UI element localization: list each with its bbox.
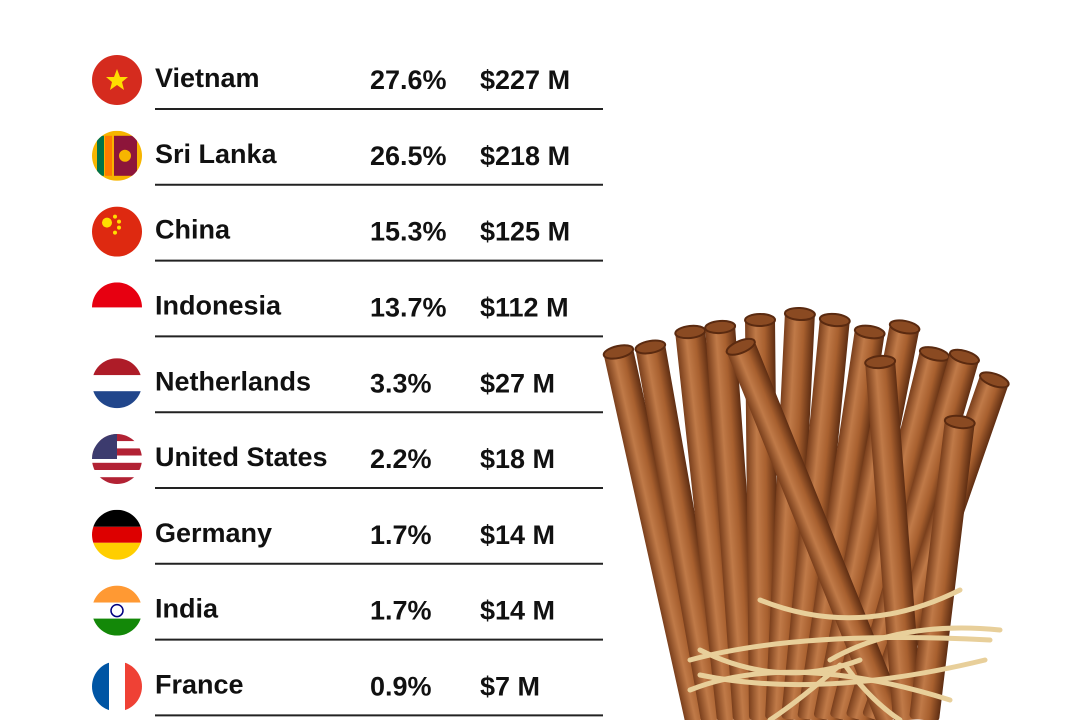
value: $7 M bbox=[480, 672, 540, 702]
cinnamon-stick bbox=[725, 337, 905, 720]
table: Vietnam 27.6% $227 M Sri Lanka 26.5% $218 M Ch… bbox=[92, 55, 603, 717]
share: 1.7% bbox=[370, 520, 432, 550]
flag-star bbox=[117, 225, 121, 230]
stick-end bbox=[943, 414, 976, 430]
cinnamon-stick bbox=[797, 324, 886, 720]
country: Indonesia bbox=[155, 291, 282, 321]
cinnamon-stick bbox=[909, 414, 976, 720]
flag bbox=[92, 282, 142, 333]
flag-red bbox=[92, 358, 142, 376]
flag-stripe bbox=[92, 462, 142, 470]
share: 2.2% bbox=[370, 444, 432, 474]
stick-body bbox=[797, 328, 885, 720]
flag-blue bbox=[92, 391, 142, 409]
cinnamon-image bbox=[602, 306, 1010, 720]
stick-end bbox=[864, 354, 897, 370]
stick-end bbox=[634, 339, 667, 355]
flag-star bbox=[113, 230, 117, 235]
raffia bbox=[842, 662, 903, 720]
flag bbox=[92, 55, 142, 105]
flag-canton bbox=[92, 434, 117, 459]
value: $125 M bbox=[480, 217, 570, 247]
flag-green bbox=[97, 135, 104, 176]
flag-star bbox=[117, 219, 121, 224]
flag-saffron bbox=[92, 585, 142, 603]
stick-end bbox=[725, 337, 756, 356]
flag bbox=[92, 130, 142, 181]
stick-body bbox=[727, 340, 905, 720]
share: 1.7% bbox=[370, 596, 432, 626]
flag bbox=[92, 206, 142, 257]
flag-blue bbox=[92, 661, 109, 712]
flag-lion bbox=[119, 149, 131, 162]
stick-end bbox=[818, 312, 851, 328]
raffia bbox=[757, 587, 963, 621]
country: United States bbox=[155, 442, 328, 472]
flag-stripe bbox=[92, 455, 142, 463]
country: India bbox=[155, 594, 219, 624]
share: 3.3% bbox=[370, 368, 432, 398]
flag bbox=[92, 434, 142, 484]
stick-body bbox=[765, 311, 815, 720]
flag-white bbox=[92, 602, 142, 619]
stick-end bbox=[704, 319, 737, 335]
flag bbox=[92, 585, 142, 636]
country: France bbox=[155, 670, 244, 700]
flag-red bbox=[92, 526, 142, 543]
share: 13.7% bbox=[370, 293, 447, 323]
value: $18 M bbox=[480, 444, 555, 474]
flag-stripe bbox=[92, 470, 142, 478]
country: Vietnam bbox=[155, 63, 260, 93]
flag bbox=[92, 358, 142, 409]
country: China bbox=[155, 215, 231, 245]
value: $14 M bbox=[480, 520, 555, 550]
stick-end bbox=[602, 344, 635, 360]
share: 0.9% bbox=[370, 672, 432, 702]
flag bbox=[92, 661, 142, 712]
stick-end bbox=[948, 348, 980, 366]
flag-star bbox=[102, 217, 112, 228]
flag-bg bbox=[92, 206, 142, 257]
flag-wheel bbox=[110, 603, 124, 618]
country: Germany bbox=[155, 518, 272, 548]
raffia bbox=[767, 662, 843, 720]
share: 15.3% bbox=[370, 217, 447, 247]
country: Sri Lanka bbox=[155, 139, 278, 169]
flag-star bbox=[106, 69, 128, 90]
raffia bbox=[687, 635, 993, 663]
share: 26.5% bbox=[370, 141, 447, 171]
flag-red bbox=[92, 282, 142, 308]
flag-white bbox=[109, 661, 125, 712]
flag-orange bbox=[105, 135, 112, 176]
value: $27 M bbox=[480, 368, 555, 398]
stick-body bbox=[635, 343, 731, 720]
value: $112 M bbox=[480, 293, 569, 323]
value: $227 M bbox=[480, 65, 570, 95]
value: $218 M bbox=[480, 141, 570, 171]
stick-end bbox=[979, 371, 1010, 389]
flag-gold bbox=[92, 542, 142, 560]
raffia bbox=[697, 647, 863, 676]
stick-body bbox=[909, 418, 975, 720]
raffia bbox=[697, 657, 988, 688]
stick-end bbox=[744, 312, 777, 328]
flag-white bbox=[92, 375, 142, 392]
flag bbox=[92, 509, 142, 560]
cinnamon-stick bbox=[634, 339, 731, 720]
value: $14 M bbox=[480, 596, 555, 626]
cinnamon-stick bbox=[765, 306, 816, 720]
country: Netherlands bbox=[155, 366, 311, 396]
stick-end bbox=[888, 319, 921, 335]
flag-green bbox=[92, 618, 142, 636]
share: 27.6% bbox=[370, 65, 447, 95]
flag-star bbox=[113, 214, 117, 219]
flag-stripe bbox=[92, 477, 142, 484]
flag-black bbox=[92, 509, 142, 527]
stick-end bbox=[783, 306, 816, 322]
stick-end bbox=[853, 324, 886, 340]
flag-red bbox=[125, 661, 142, 712]
raffia bbox=[827, 625, 1003, 663]
